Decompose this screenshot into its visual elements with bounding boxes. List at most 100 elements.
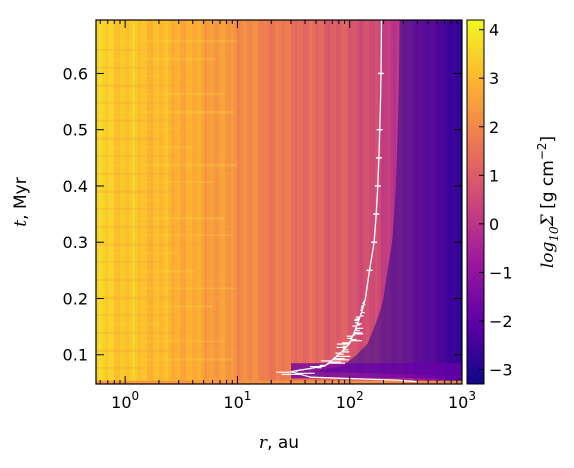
low-density-region [96,20,462,384]
heatmap-column [171,20,175,384]
heatmap-streak [96,155,224,157]
disc-edge-markers [366,72,385,272]
heatmap-column [192,20,196,384]
heatmap-streak [96,216,224,220]
heatmap-column [330,20,334,384]
heatmap-column [354,20,358,384]
x-tick-label-base: 10 [111,393,131,412]
heatmap-column [129,20,133,384]
heatmap-streak [96,261,161,263]
heatmap-column [285,20,289,384]
heatmap-streak [96,110,234,114]
heatmap-column [303,20,307,384]
heatmap-column [318,20,322,384]
x-axis-title: r, au [259,433,299,453]
heatmap-streak [96,93,224,96]
heatmap-column [108,20,112,384]
heatmap-column [111,20,115,384]
colorbar-tick-label: 3 [489,69,499,88]
heatmap-column [117,20,121,384]
heatmap-area [96,20,462,384]
colorbar-close: ] [538,136,558,143]
heatmap-column [189,20,193,384]
x-tick-label: 100 [111,389,139,412]
colorbar-ticks: 4 3 2 1 0 −1 −2 −3 [479,21,513,379]
heatmap-column [174,20,178,384]
heatmap-column [378,20,382,384]
heatmap-column [312,20,316,384]
heatmap-column [144,20,148,384]
x-tick-label-exp: 3 [468,389,476,403]
heatmap-streak [96,243,214,247]
heatmap-streak [96,349,237,353]
y-tick-label: 0.4 [63,177,88,196]
heatmap-column [324,20,328,384]
heatmap-streak [96,287,237,290]
heatmap-column [315,20,319,384]
heatmap-column [258,20,262,384]
heatmap-column [252,20,256,384]
heatmap-column [123,20,127,384]
heatmap-column [198,20,202,384]
heatmap-column [249,20,253,384]
heatmap-column [114,20,118,384]
x-tick-label-base: 10 [336,393,356,412]
heatmap-streak [96,48,235,51]
heatmap-column [150,20,154,384]
heatmap-streak [96,190,179,194]
heatmap-column [291,20,295,384]
heatmap-column [219,20,223,384]
heatmap-streak [96,234,234,237]
heatmap-column [351,20,355,384]
heatmap-column [180,20,184,384]
heatmap-column [99,20,103,384]
plot-frame [95,19,463,385]
heatmap-streak [96,252,178,255]
heatmap-streak [96,296,234,300]
heatmap-column [306,20,310,384]
x-axis-ticks: 100 101 102 103 [99,20,476,412]
heatmap-column [186,20,190,384]
heatmap-column [267,20,271,384]
heatmap-streak [96,57,216,61]
colorbar [466,19,485,385]
heatmap-streak [96,278,225,281]
heatmap-column [336,20,340,384]
heatmap-column [225,20,229,384]
heatmap-streak [96,305,214,308]
heatmap-column [207,20,211,384]
heatmap-column [228,20,232,384]
heatmap-streak [96,40,237,43]
heatmap-column [381,20,385,384]
heatmap-column [204,20,208,384]
heatmap-column [135,20,139,384]
heatmap-streak [96,102,237,104]
heatmap-streak [96,84,193,88]
heatmap-streak [96,172,234,175]
heatmap-streak [96,269,195,273]
heatmap-streak [96,75,160,77]
heatmap-column [210,20,214,384]
heatmap-column [105,20,109,384]
heatmap-column [246,20,250,384]
colorbar-tick-label: −2 [489,312,513,331]
heatmap-column [342,20,346,384]
y-tick-label: 0.6 [63,64,88,83]
heatmap-column [195,20,199,384]
colorbar-exp: −2 [535,142,549,160]
disc-edge-jitter [276,296,366,375]
colorbar-tick-label: 2 [489,118,499,137]
heatmap-column [270,20,274,384]
heatmap-column [273,20,277,384]
y-axis-ticks: 0.1 0.2 0.3 0.4 0.5 0.6 [63,64,462,365]
heatmap-streak [96,358,233,361]
heatmap-column [372,20,376,384]
heatmap-column [369,20,373,384]
heatmap-column [165,20,169,384]
y-axis-title: t, Myr [11,177,31,226]
heatmap-column [387,20,391,384]
x-tick-label-base: 10 [223,393,243,412]
heatmap-streak [96,208,195,210]
x-tick-label-exp: 0 [132,389,140,403]
